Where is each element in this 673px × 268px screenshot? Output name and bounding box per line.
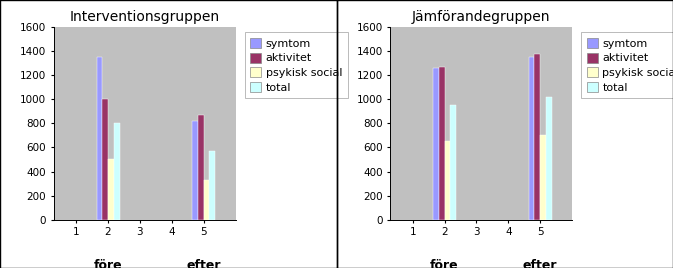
Bar: [450, 105, 456, 220]
Bar: [209, 151, 215, 220]
Text: efter: efter: [186, 259, 221, 268]
Bar: [114, 123, 120, 220]
Bar: [546, 97, 552, 220]
Bar: [198, 115, 204, 220]
Title: Interventionsgruppen: Interventionsgruppen: [69, 10, 220, 24]
Bar: [102, 99, 108, 220]
Text: före: före: [94, 259, 122, 268]
Bar: [439, 66, 445, 220]
Bar: [96, 57, 102, 220]
Bar: [192, 121, 198, 220]
Bar: [108, 159, 114, 220]
Legend: symtom, aktivitet, psykisk social, total: symtom, aktivitet, psykisk social, total: [245, 32, 348, 98]
Text: efter: efter: [523, 259, 557, 268]
Legend: symtom, aktivitet, psykisk social, total: symtom, aktivitet, psykisk social, total: [581, 32, 673, 98]
Bar: [204, 180, 209, 220]
Bar: [445, 142, 450, 220]
Bar: [433, 68, 439, 220]
Bar: [534, 54, 540, 220]
Bar: [529, 57, 534, 220]
Bar: [540, 135, 546, 220]
Title: Jämförandegruppen: Jämförandegruppen: [412, 10, 551, 24]
Text: före: före: [430, 259, 459, 268]
